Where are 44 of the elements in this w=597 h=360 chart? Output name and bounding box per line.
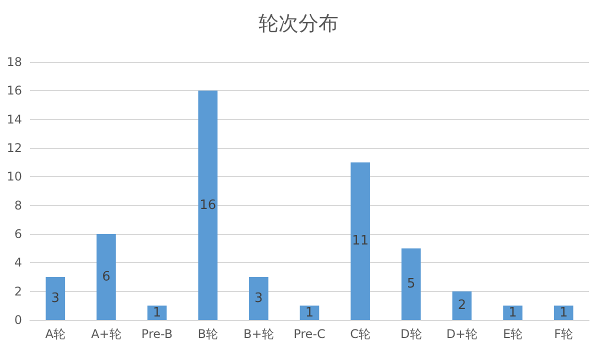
y-tick-label: 16 xyxy=(6,84,22,98)
bar xyxy=(452,291,472,320)
data-label: 16 xyxy=(200,198,216,213)
data-label: 11 xyxy=(352,234,369,249)
data-label: 3 xyxy=(51,291,60,306)
data-label: 1 xyxy=(152,305,162,320)
x-tick-label: B轮 xyxy=(198,327,218,341)
y-tick-label: 18 xyxy=(6,55,22,69)
bar xyxy=(503,306,522,320)
bar xyxy=(46,277,66,320)
data-label: 3 xyxy=(254,291,263,306)
data-label: 1 xyxy=(305,305,314,320)
bar xyxy=(198,90,218,320)
x-tick-label: B+轮 xyxy=(244,327,274,341)
x-tick-label: A轮 xyxy=(45,327,66,341)
data-label: 1 xyxy=(559,305,568,320)
data-label: 5 xyxy=(406,276,416,292)
bar xyxy=(249,277,268,320)
bar xyxy=(147,306,167,320)
y-tick-label: 0 xyxy=(14,313,22,327)
x-tick-label: D+轮 xyxy=(446,327,478,341)
x-tick-label: A+轮 xyxy=(91,327,122,341)
data-label: 2 xyxy=(458,298,466,314)
bar xyxy=(401,248,421,320)
x-tick-label: Pre-B xyxy=(141,327,173,341)
bar xyxy=(350,162,370,320)
y-tick-label: 14 xyxy=(6,112,22,126)
bar xyxy=(96,234,116,320)
y-tick-label: 4 xyxy=(14,256,22,270)
x-tick-label: Pre-C xyxy=(294,327,326,341)
data-label: 1 xyxy=(508,305,517,320)
data-label: 6 xyxy=(102,270,110,284)
x-tick-label: C轮 xyxy=(350,327,371,341)
y-tick-label: 12 xyxy=(6,141,22,155)
bar xyxy=(300,306,320,320)
y-tick-label: 8 xyxy=(14,198,22,212)
chart-title: 轮次分布 xyxy=(258,11,338,35)
x-tick-label: D轮 xyxy=(400,327,422,341)
bar xyxy=(554,306,574,320)
x-tick-label: F轮 xyxy=(554,327,574,341)
x-tick-label: E轮 xyxy=(502,327,523,341)
y-tick-label: 2 xyxy=(14,284,22,298)
y-tick-label: 10 xyxy=(6,170,22,184)
y-tick-label: 6 xyxy=(14,227,22,241)
